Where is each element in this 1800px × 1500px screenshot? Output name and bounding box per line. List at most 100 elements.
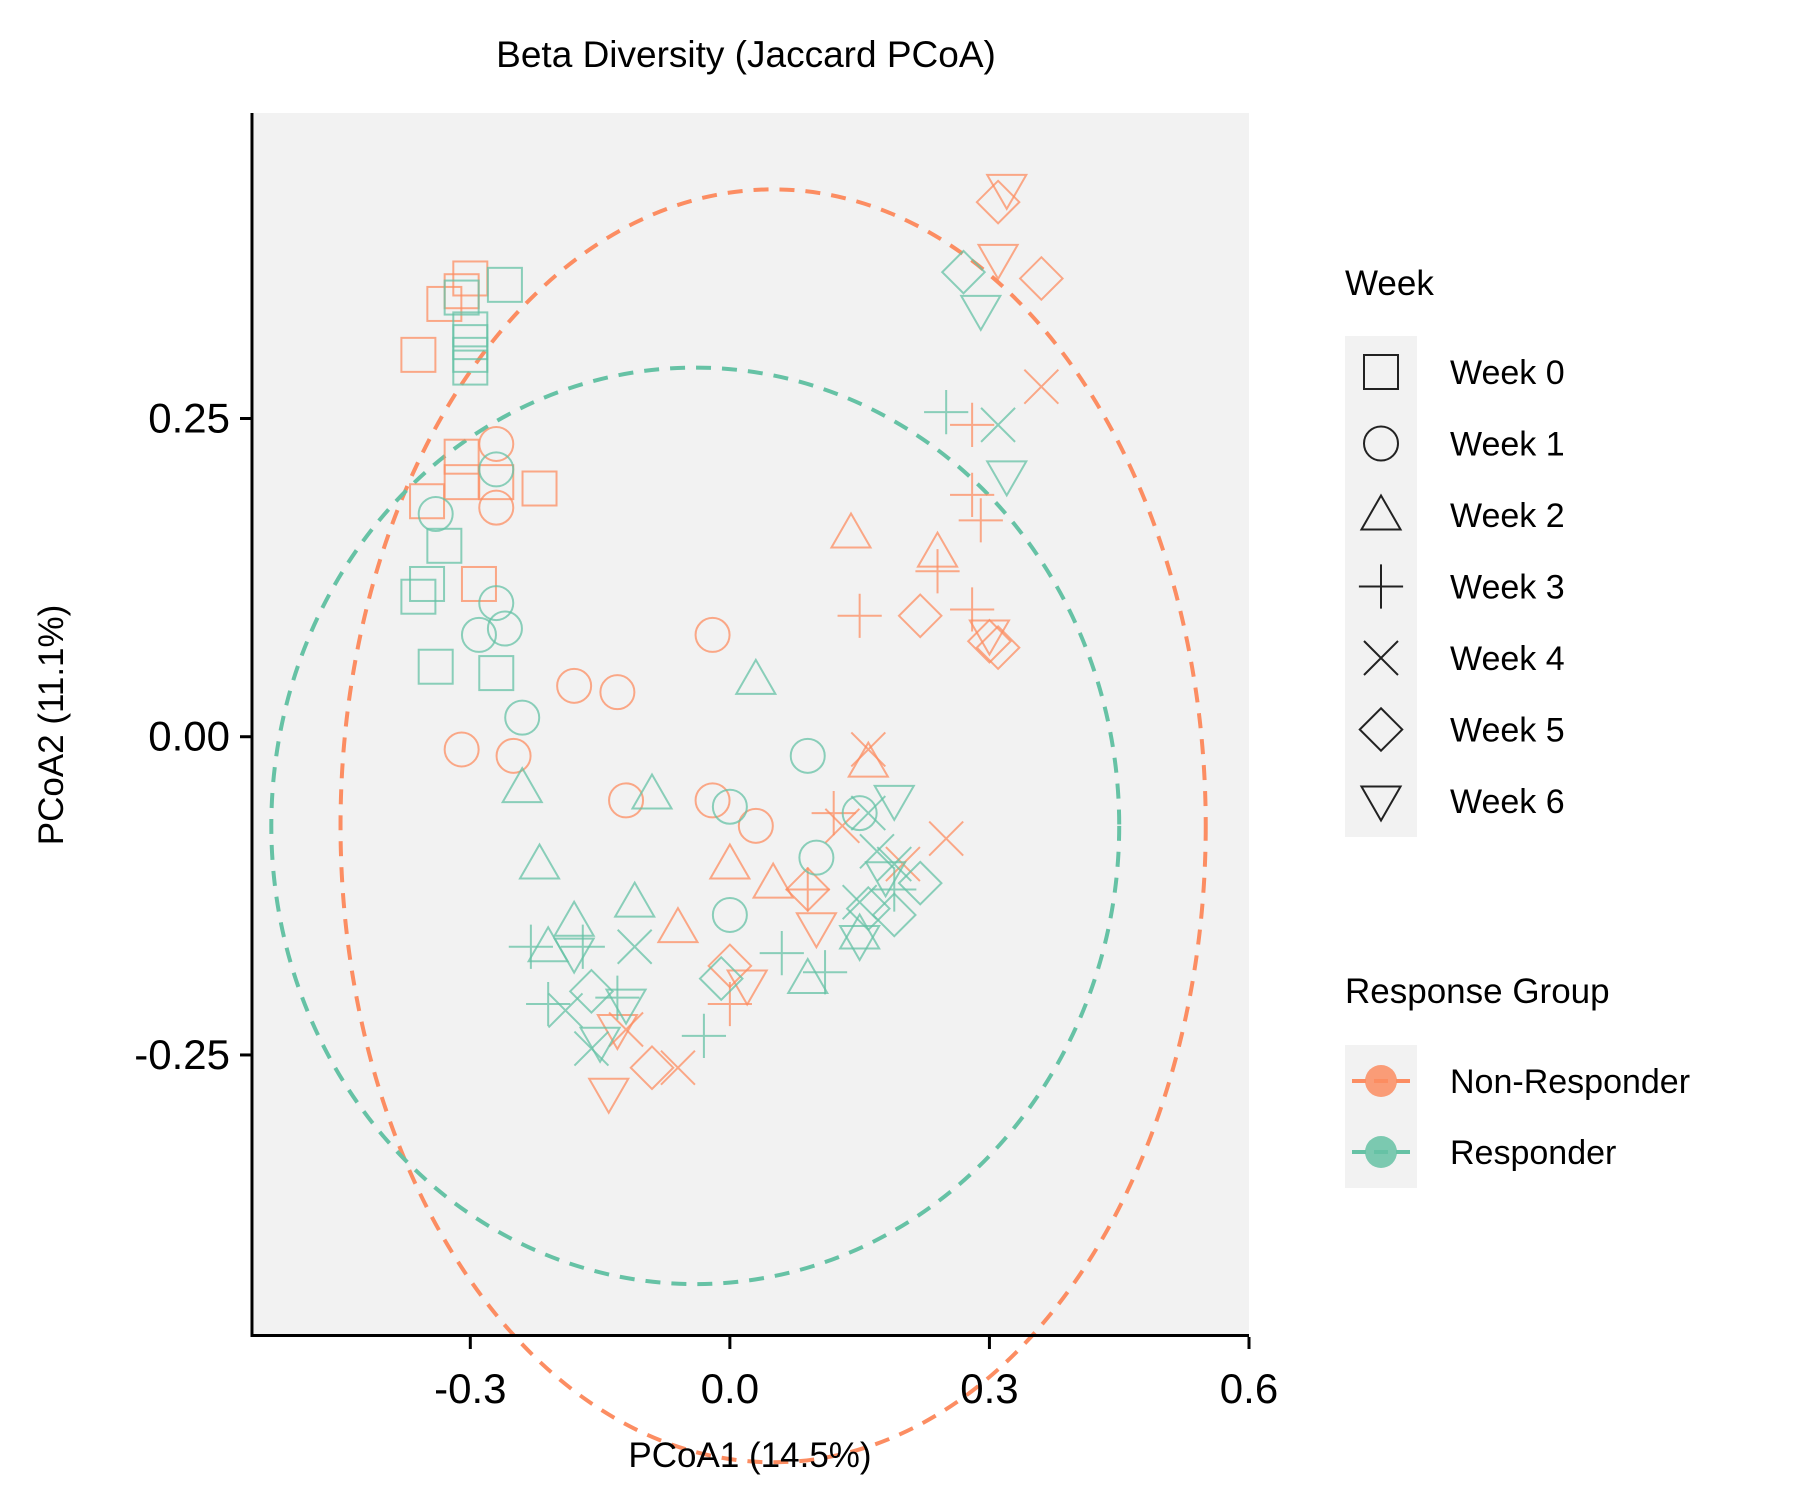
point-non-responder <box>660 1049 696 1086</box>
point-non-responder <box>694 616 731 653</box>
point-responder <box>838 924 881 962</box>
legend-key-triangle-up-icon <box>1359 493 1403 531</box>
point-responder <box>850 795 887 831</box>
point-responder <box>759 931 804 976</box>
point-responder <box>841 795 878 832</box>
week-legend-label: Week 6 <box>1450 783 1565 821</box>
week-legend-title: Week <box>1345 264 1434 303</box>
point-responder <box>734 657 778 695</box>
point-responder <box>417 648 454 685</box>
point-non-responder <box>707 943 753 989</box>
point-non-responder <box>795 912 838 950</box>
point-responder <box>560 924 605 969</box>
point-non-responder <box>707 981 752 1027</box>
point-non-responder <box>897 593 943 639</box>
point-non-responder <box>708 842 752 880</box>
point-non-responder <box>587 1077 631 1115</box>
point-responder <box>552 937 596 975</box>
point-responder <box>518 842 561 880</box>
point-non-responder <box>521 470 558 507</box>
point-responder <box>417 495 454 532</box>
point-non-responder <box>824 808 861 844</box>
plot-panel <box>254 113 1249 1335</box>
group-legend-label: Non-Responder <box>1450 1063 1690 1101</box>
point-non-responder <box>478 425 515 462</box>
point-non-responder <box>811 791 856 836</box>
point-responder <box>985 460 1029 498</box>
point-responder <box>802 950 848 995</box>
point-responder <box>595 975 640 1020</box>
point-non-responder <box>495 737 532 774</box>
ellipse-responder <box>269 365 1122 1287</box>
point-responder <box>789 737 826 774</box>
point-non-responder <box>975 624 1021 671</box>
ellipse-non-responder <box>338 187 1208 1465</box>
point-responder <box>400 578 437 615</box>
point-responder <box>959 294 1003 332</box>
point-non-responder <box>556 667 593 704</box>
legend-key-plus-icon <box>1358 564 1404 609</box>
week-legend-label: Week 2 <box>1450 497 1565 535</box>
point-responder <box>443 279 480 316</box>
point-non-responder <box>950 472 995 517</box>
point-responder <box>478 451 515 488</box>
point-non-responder <box>850 731 887 768</box>
point-responder <box>500 766 544 804</box>
point-responder <box>711 788 748 825</box>
week-legend-label: Week 5 <box>1450 712 1565 750</box>
point-non-responder <box>409 483 446 520</box>
point-non-responder <box>608 1011 644 1048</box>
point-non-responder <box>478 489 515 526</box>
y-axis-ticks: -0.25 0.00 0.25 <box>134 395 252 1078</box>
point-non-responder <box>928 820 964 857</box>
y-tick-label: 0.25 <box>148 395 230 442</box>
point-responder <box>798 839 835 876</box>
point-non-responder <box>599 674 636 711</box>
point-responder <box>786 957 830 995</box>
point-non-responder <box>608 782 645 819</box>
point-non-responder <box>829 511 873 549</box>
point-responder <box>578 1026 622 1064</box>
chart-title: Beta Diversity (Jaccard PCoA) <box>496 34 996 75</box>
point-non-responder <box>737 807 774 844</box>
point-responder <box>452 349 489 386</box>
point-responder <box>864 861 907 899</box>
point-responder <box>924 390 969 435</box>
legend-color-dot-icon <box>1365 1065 1397 1097</box>
point-non-responder <box>976 243 1020 281</box>
legend-color-dot-icon <box>1365 1136 1397 1168</box>
point-non-responder <box>751 861 795 899</box>
point-non-responder <box>968 619 1011 657</box>
point-responder <box>409 565 446 602</box>
week-legend: Week 0 Week 1 Week 2 Week 3 Week 4 Week 5 Week… <box>1358 354 1565 823</box>
point-responder <box>698 955 744 1002</box>
point-responder <box>568 968 615 1014</box>
point-responder <box>460 616 497 653</box>
week-legend-label: Week 0 <box>1450 354 1565 392</box>
point-non-responder <box>400 336 437 373</box>
point-responder <box>526 981 571 1027</box>
legend-key-circle-icon <box>1363 425 1399 462</box>
point-responder <box>486 266 523 303</box>
point-responder <box>940 249 987 295</box>
point-responder <box>478 655 515 692</box>
point-responder <box>681 1013 727 1058</box>
legend-key-square-icon <box>1363 354 1399 390</box>
point-responder <box>871 892 917 938</box>
week-legend-label: Week 1 <box>1450 426 1565 464</box>
point-non-responder <box>966 618 1013 664</box>
x-axis-ticks: -0.3 0.0 0.3 0.6 <box>434 1337 1278 1412</box>
legend-key-diamond-icon <box>1358 706 1404 753</box>
x-tick-label: 0.3 <box>960 1365 1018 1412</box>
x-tick-label: 0.0 <box>701 1365 759 1412</box>
data-points <box>400 173 1065 1115</box>
point-non-responder <box>478 464 515 501</box>
point-responder <box>613 880 656 918</box>
group-legend-label: Responder <box>1450 1134 1616 1172</box>
point-non-responder <box>694 782 731 819</box>
point-non-responder <box>656 906 700 944</box>
point-responder <box>552 899 596 937</box>
group-legend: Non-Responder Responder <box>1352 1063 1690 1172</box>
point-non-responder <box>958 498 1003 543</box>
point-responder <box>478 585 515 622</box>
